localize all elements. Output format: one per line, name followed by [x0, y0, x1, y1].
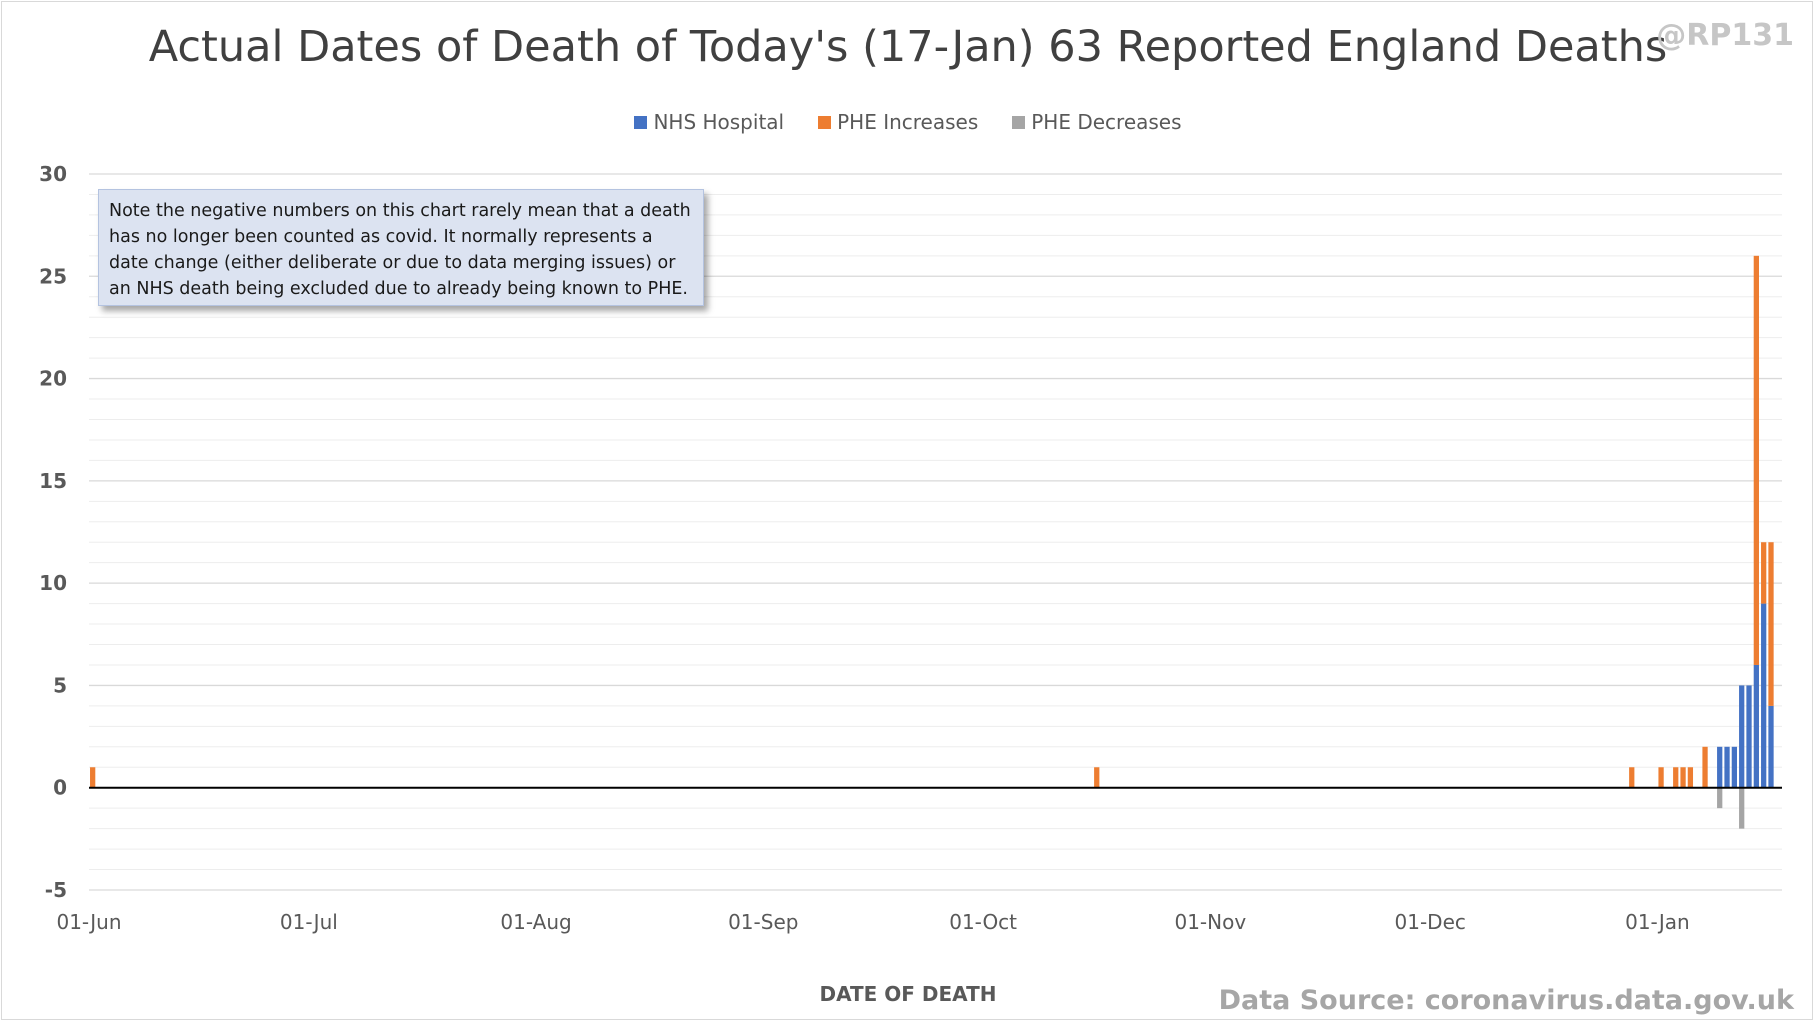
bar-phe-increases [90, 767, 96, 788]
x-tick-label: 01-Jul [280, 910, 338, 934]
bar-phe-decreases [1717, 787, 1723, 809]
annotation-note: Note the negative numbers on this chart … [98, 189, 704, 306]
chart-title: Actual Dates of Death of Today's (17-Jan… [148, 22, 1668, 72]
legend-label-phe-decreases: PHE Decreases [1031, 110, 1182, 134]
legend-swatch-nhs-hospital [634, 115, 648, 129]
x-tick-label: 01-Jun [56, 910, 121, 934]
bar-nhs-hospital [1717, 746, 1723, 788]
x-tick-label: 01-Dec [1395, 910, 1466, 934]
x-axis-title: DATE OF DEATH [819, 982, 997, 1006]
x-tick-label: 01-Jan [1625, 910, 1690, 934]
legend: NHS Hospital PHE Increases PHE Decreases [0, 110, 1816, 134]
bar-nhs-hospital [1746, 685, 1752, 788]
bar-phe-increases [1094, 767, 1100, 788]
bar-phe-increases [1702, 746, 1708, 788]
y-tick-label: 5 [53, 673, 67, 697]
bar-nhs-hospital [1768, 705, 1774, 788]
x-tick-label: 01-Oct [949, 910, 1017, 934]
x-tick-label: 01-Aug [500, 910, 571, 934]
y-tick-label: 15 [39, 469, 67, 493]
bar-phe-increases [1680, 767, 1686, 788]
y-tick-label: 20 [39, 367, 67, 391]
bar-phe-increases [1687, 767, 1694, 788]
y-tick-label: 0 [53, 776, 67, 800]
legend-label-phe-increases: PHE Increases [837, 110, 979, 134]
bar-nhs-hospital [1731, 746, 1737, 788]
y-tick-label: 10 [39, 571, 67, 595]
bar-phe-increases [1673, 767, 1679, 788]
author-handle: @RP131 [1656, 18, 1794, 53]
bar-phe-decreases [1739, 787, 1745, 829]
bar-nhs-hospital [1739, 685, 1745, 788]
legend-item-phe-decreases: PHE Decreases [1012, 110, 1182, 134]
legend-swatch-phe-decreases [1012, 115, 1026, 129]
bar-phe-increases [1753, 255, 1759, 665]
x-tick-label: 01-Sep [728, 910, 798, 934]
legend-label-nhs-hospital: NHS Hospital [653, 110, 785, 134]
bar-phe-increases [1768, 542, 1774, 706]
bar-nhs-hospital [1724, 746, 1730, 788]
x-tick-label: 01-Nov [1174, 910, 1246, 934]
legend-swatch-phe-increases [818, 115, 832, 129]
bar-phe-increases [1629, 767, 1635, 788]
legend-item-nhs-hospital: NHS Hospital [634, 110, 784, 134]
bar-phe-increases [1761, 542, 1767, 604]
data-source: Data Source: coronavirus.data.gov.uk [1218, 985, 1794, 1016]
bar-phe-increases [1658, 767, 1664, 788]
y-tick-label: 25 [39, 264, 67, 288]
y-tick-label: 30 [39, 162, 67, 186]
bar-nhs-hospital [1753, 664, 1759, 788]
legend-item-phe-increases: PHE Increases [818, 110, 978, 134]
y-tick-label: -5 [45, 878, 67, 902]
bar-nhs-hospital [1761, 603, 1767, 788]
